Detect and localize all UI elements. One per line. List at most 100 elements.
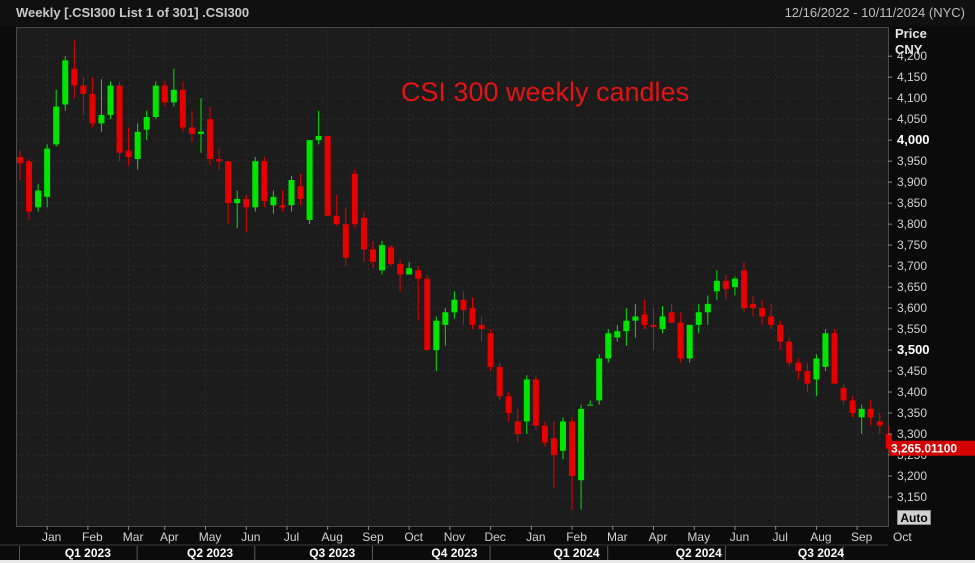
chart-annotation: CSI 300 weekly candles: [401, 77, 689, 107]
y-axis: 4,200 4,150 4,100 4,050 4,000 3,950 3,900 3,850…: [888, 49, 930, 504]
candle-body: [143, 117, 150, 130]
candle-body: [125, 150, 132, 157]
candle-up: [35, 184, 42, 212]
y-tick-label: 3,200: [897, 469, 927, 483]
y-axis-title-price: Price: [895, 26, 927, 41]
candle-down: [677, 312, 684, 363]
candle-body: [831, 333, 838, 384]
candle-body: [858, 408, 865, 418]
candle-body: [532, 379, 539, 426]
candle-down: [369, 240, 376, 269]
candle-up: [713, 270, 720, 300]
candle-down: [795, 358, 802, 380]
candle-body: [505, 396, 512, 414]
candle-down: [80, 77, 87, 115]
chart-header: Weekly [.CSI300 List 1 of 301] .CSI300 1…: [0, 0, 975, 26]
x-month-label: Sep: [362, 530, 384, 544]
last-price-marker: 3,265.01100: [889, 440, 975, 456]
candle-down: [759, 299, 766, 325]
candle-body: [795, 362, 802, 372]
candle-down: [243, 194, 250, 233]
candle-body: [849, 400, 856, 414]
candle-up: [587, 400, 594, 406]
candle-body: [632, 316, 639, 321]
y-tick-label: 4,050: [897, 112, 927, 126]
y-tick-label: 4,100: [897, 91, 927, 105]
candle-up: [98, 79, 105, 132]
x-month-label: Oct: [404, 530, 423, 544]
candle-body: [867, 408, 874, 418]
candle-body: [415, 270, 422, 279]
candle-up: [198, 98, 204, 153]
candle-down: [777, 320, 784, 351]
candle-up: [234, 190, 241, 229]
candle-body: [89, 93, 96, 124]
candle-body: [333, 215, 340, 225]
candle-body: [641, 314, 648, 325]
candle-down: [885, 425, 892, 451]
candle-up: [62, 56, 69, 111]
candle-body: [26, 161, 33, 212]
candle-body: [659, 316, 666, 330]
candle-body: [207, 119, 214, 160]
candle-down: [668, 303, 675, 323]
candle-down: [487, 329, 494, 372]
candle-up: [252, 156, 259, 212]
candle-body: [134, 131, 141, 160]
x-month-label: Sep: [851, 530, 873, 544]
candle-down: [342, 207, 349, 267]
candle-down: [26, 159, 33, 220]
candle-body: [342, 224, 349, 258]
y-tick-label: 3,850: [897, 196, 927, 210]
candle-down: [261, 156, 268, 208]
candle-body: [442, 312, 449, 325]
candle-body: [279, 205, 286, 208]
y-tick-label: 3,650: [897, 280, 927, 294]
candle-down: [786, 337, 793, 367]
candle-body: [804, 371, 811, 384]
candle-body: [695, 312, 702, 325]
y-tick-label: 4,150: [897, 70, 927, 84]
candle-down: [351, 169, 358, 229]
candle-up: [143, 110, 150, 141]
candle-body: [822, 333, 829, 367]
candle-body: [650, 324, 657, 327]
candle-body: [578, 408, 585, 481]
candle-up: [605, 329, 612, 363]
y-tick-label: 3,300: [897, 427, 927, 441]
x-quarter-label: Q2 2024: [676, 546, 722, 560]
candle-down: [297, 173, 304, 206]
candle-body: [179, 89, 186, 128]
gridlines: [17, 29, 888, 525]
candle-up: [170, 68, 177, 107]
y-tick-label: 3,900: [897, 175, 927, 189]
candle-body: [351, 173, 358, 225]
candle-down: [279, 190, 286, 212]
candle-body: [704, 303, 711, 313]
candle-down: [722, 274, 729, 300]
candle-down: [750, 295, 757, 317]
candle-body: [17, 156, 23, 164]
candle-down: [360, 211, 367, 262]
x-quarter-label: Q3 2024: [798, 546, 844, 560]
candle-body: [433, 320, 440, 351]
candle-body: [234, 198, 241, 204]
candle-down: [324, 135, 331, 216]
candle-down: [188, 110, 195, 143]
candle-body: [107, 85, 114, 115]
auto-scale-button[interactable]: Auto: [897, 510, 931, 525]
candle-body: [478, 324, 485, 330]
candle-down: [768, 303, 775, 330]
candle-up: [623, 308, 630, 346]
x-month-label: Jul: [284, 530, 299, 544]
candle-down: [89, 77, 96, 128]
candle-up: [288, 175, 295, 212]
candle-body: [270, 196, 277, 206]
candle-down: [225, 161, 232, 225]
candle-up: [306, 140, 313, 225]
y-tick-label: 3,600: [897, 301, 927, 315]
candle-up: [704, 295, 711, 325]
candle-body: [424, 278, 431, 351]
x-month-label: Aug: [322, 530, 343, 544]
